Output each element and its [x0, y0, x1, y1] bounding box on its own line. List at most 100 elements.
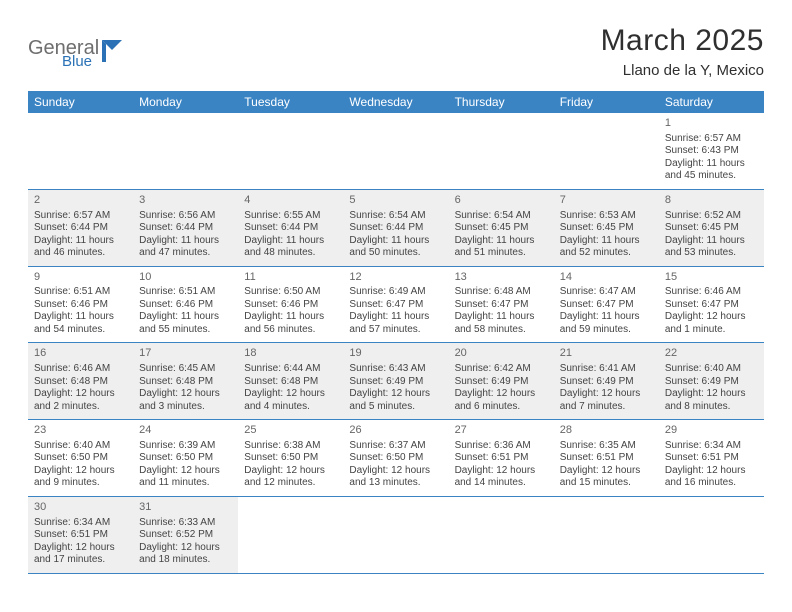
daylight-text: Daylight: 11 hours and 45 minutes. — [665, 158, 758, 183]
sunrise-text: Sunrise: 6:51 AM — [34, 286, 127, 299]
calendar-cell: 18Sunrise: 6:44 AMSunset: 6:48 PMDayligh… — [238, 343, 343, 419]
week-row: 9Sunrise: 6:51 AMSunset: 6:46 PMDaylight… — [28, 267, 764, 344]
sunrise-text: Sunrise: 6:51 AM — [139, 286, 232, 299]
sunrise-text: Sunrise: 6:38 AM — [244, 440, 337, 453]
day-number: 26 — [349, 424, 442, 438]
daylight-text: Daylight: 12 hours and 8 minutes. — [665, 388, 758, 413]
sunrise-text: Sunrise: 6:40 AM — [34, 440, 127, 453]
daylight-text: Daylight: 12 hours and 6 minutes. — [455, 388, 548, 413]
weekday-sunday: Sunday — [28, 91, 133, 113]
sunset-text: Sunset: 6:48 PM — [244, 376, 337, 389]
sunrise-text: Sunrise: 6:57 AM — [34, 210, 127, 223]
sunset-text: Sunset: 6:49 PM — [455, 376, 548, 389]
sunrise-text: Sunrise: 6:34 AM — [665, 440, 758, 453]
sunrise-text: Sunrise: 6:55 AM — [244, 210, 337, 223]
daylight-text: Daylight: 12 hours and 1 minute. — [665, 311, 758, 336]
sunset-text: Sunset: 6:51 PM — [560, 452, 653, 465]
daylight-text: Daylight: 11 hours and 55 minutes. — [139, 311, 232, 336]
sunrise-text: Sunrise: 6:54 AM — [349, 210, 442, 223]
sunrise-text: Sunrise: 6:34 AM — [34, 517, 127, 530]
sunset-text: Sunset: 6:47 PM — [455, 299, 548, 312]
day-number: 21 — [560, 347, 653, 361]
sunrise-text: Sunrise: 6:50 AM — [244, 286, 337, 299]
day-number: 17 — [139, 347, 232, 361]
daylight-text: Daylight: 12 hours and 11 minutes. — [139, 465, 232, 490]
calendar-cell: 29Sunrise: 6:34 AMSunset: 6:51 PMDayligh… — [659, 420, 764, 496]
daylight-text: Daylight: 11 hours and 48 minutes. — [244, 235, 337, 260]
title-block: March 2025 Llano de la Y, Mexico — [601, 24, 764, 79]
day-number: 23 — [34, 424, 127, 438]
calendar-cell — [238, 497, 343, 573]
sunset-text: Sunset: 6:48 PM — [139, 376, 232, 389]
sunset-text: Sunset: 6:49 PM — [665, 376, 758, 389]
calendar-cell: 15Sunrise: 6:46 AMSunset: 6:47 PMDayligh… — [659, 267, 764, 343]
calendar-cell: 9Sunrise: 6:51 AMSunset: 6:46 PMDaylight… — [28, 267, 133, 343]
logo: General Blue — [28, 32, 138, 71]
calendar-cell — [238, 113, 343, 189]
weeks-container: 1Sunrise: 6:57 AMSunset: 6:43 PMDaylight… — [28, 113, 764, 574]
sunrise-text: Sunrise: 6:35 AM — [560, 440, 653, 453]
daylight-text: Daylight: 12 hours and 12 minutes. — [244, 465, 337, 490]
sunset-text: Sunset: 6:47 PM — [665, 299, 758, 312]
sunset-text: Sunset: 6:45 PM — [665, 222, 758, 235]
daylight-text: Daylight: 12 hours and 7 minutes. — [560, 388, 653, 413]
sunrise-text: Sunrise: 6:37 AM — [349, 440, 442, 453]
sunset-text: Sunset: 6:48 PM — [34, 376, 127, 389]
daylight-text: Daylight: 11 hours and 50 minutes. — [349, 235, 442, 260]
calendar-cell — [343, 497, 448, 573]
sunset-text: Sunset: 6:51 PM — [665, 452, 758, 465]
logo-icon: General Blue — [28, 32, 138, 66]
day-number: 27 — [455, 424, 548, 438]
sunset-text: Sunset: 6:51 PM — [34, 529, 127, 542]
calendar-page: General Blue March 2025 Llano de la Y, M… — [0, 0, 792, 586]
sunset-text: Sunset: 6:49 PM — [560, 376, 653, 389]
sunrise-text: Sunrise: 6:54 AM — [455, 210, 548, 223]
sunset-text: Sunset: 6:44 PM — [349, 222, 442, 235]
calendar-cell — [554, 497, 659, 573]
calendar-cell: 2Sunrise: 6:57 AMSunset: 6:44 PMDaylight… — [28, 190, 133, 266]
location-label: Llano de la Y, Mexico — [601, 62, 764, 79]
sunset-text: Sunset: 6:52 PM — [139, 529, 232, 542]
sunrise-text: Sunrise: 6:43 AM — [349, 363, 442, 376]
daylight-text: Daylight: 12 hours and 4 minutes. — [244, 388, 337, 413]
day-number: 6 — [455, 194, 548, 208]
daylight-text: Daylight: 11 hours and 53 minutes. — [665, 235, 758, 260]
calendar-cell: 24Sunrise: 6:39 AMSunset: 6:50 PMDayligh… — [133, 420, 238, 496]
sunrise-text: Sunrise: 6:40 AM — [665, 363, 758, 376]
sunset-text: Sunset: 6:50 PM — [244, 452, 337, 465]
calendar-cell: 25Sunrise: 6:38 AMSunset: 6:50 PMDayligh… — [238, 420, 343, 496]
weekday-friday: Friday — [554, 91, 659, 113]
week-row: 16Sunrise: 6:46 AMSunset: 6:48 PMDayligh… — [28, 343, 764, 420]
calendar-cell: 27Sunrise: 6:36 AMSunset: 6:51 PMDayligh… — [449, 420, 554, 496]
daylight-text: Daylight: 12 hours and 18 minutes. — [139, 542, 232, 567]
weekday-thursday: Thursday — [449, 91, 554, 113]
sunrise-text: Sunrise: 6:56 AM — [139, 210, 232, 223]
daylight-text: Daylight: 11 hours and 58 minutes. — [455, 311, 548, 336]
calendar-cell: 22Sunrise: 6:40 AMSunset: 6:49 PMDayligh… — [659, 343, 764, 419]
daylight-text: Daylight: 12 hours and 9 minutes. — [34, 465, 127, 490]
sunrise-text: Sunrise: 6:53 AM — [560, 210, 653, 223]
calendar-cell: 26Sunrise: 6:37 AMSunset: 6:50 PMDayligh… — [343, 420, 448, 496]
day-number: 19 — [349, 347, 442, 361]
day-number: 30 — [34, 501, 127, 515]
day-number: 24 — [139, 424, 232, 438]
daylight-text: Daylight: 11 hours and 46 minutes. — [34, 235, 127, 260]
calendar-cell: 5Sunrise: 6:54 AMSunset: 6:44 PMDaylight… — [343, 190, 448, 266]
week-row: 23Sunrise: 6:40 AMSunset: 6:50 PMDayligh… — [28, 420, 764, 497]
week-row: 1Sunrise: 6:57 AMSunset: 6:43 PMDaylight… — [28, 113, 764, 190]
calendar-cell: 3Sunrise: 6:56 AMSunset: 6:44 PMDaylight… — [133, 190, 238, 266]
day-number: 10 — [139, 271, 232, 285]
sunrise-text: Sunrise: 6:48 AM — [455, 286, 548, 299]
daylight-text: Daylight: 11 hours and 47 minutes. — [139, 235, 232, 260]
calendar-cell — [28, 113, 133, 189]
daylight-text: Daylight: 11 hours and 51 minutes. — [455, 235, 548, 260]
day-number: 20 — [455, 347, 548, 361]
daylight-text: Daylight: 11 hours and 52 minutes. — [560, 235, 653, 260]
calendar-cell: 4Sunrise: 6:55 AMSunset: 6:44 PMDaylight… — [238, 190, 343, 266]
calendar-cell: 12Sunrise: 6:49 AMSunset: 6:47 PMDayligh… — [343, 267, 448, 343]
sunset-text: Sunset: 6:46 PM — [34, 299, 127, 312]
sunrise-text: Sunrise: 6:47 AM — [560, 286, 653, 299]
day-number: 16 — [34, 347, 127, 361]
day-number: 11 — [244, 271, 337, 285]
page-header: General Blue March 2025 Llano de la Y, M… — [28, 24, 764, 79]
